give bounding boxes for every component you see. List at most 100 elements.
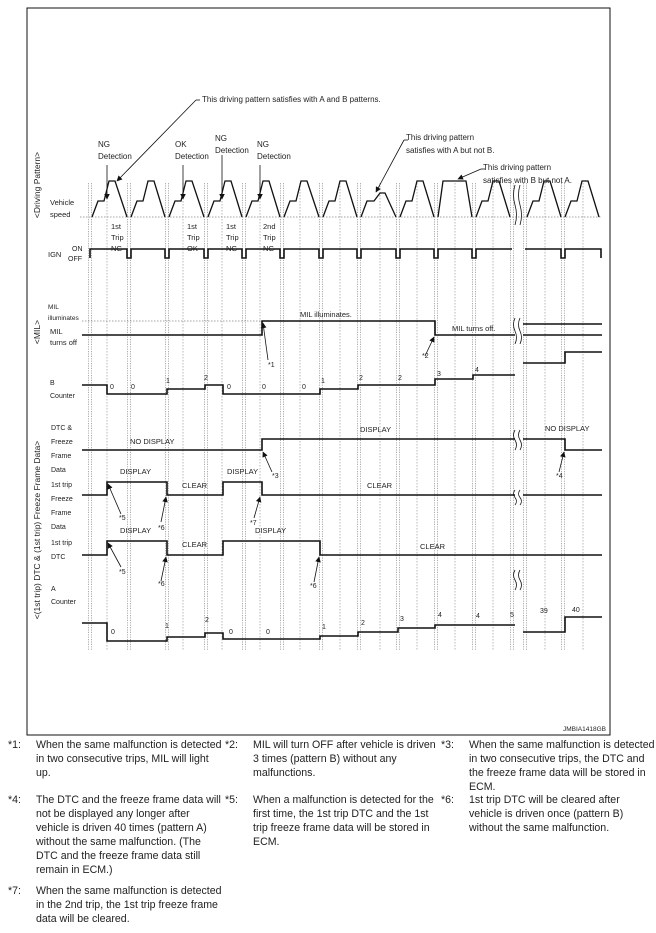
annotation-a-not-b: satisfies with A but not B. [406, 146, 495, 155]
footnote-text: When the same malfunction is detected in… [36, 739, 222, 779]
row-label: A [51, 586, 56, 593]
marker-arrow [107, 483, 122, 515]
marker-arrow [160, 496, 168, 523]
a-counter-value: 0 [266, 629, 270, 636]
footnote-marker: *6 [158, 525, 165, 532]
a-counter-value: 4 [438, 612, 442, 619]
signal-state-label: DISPLAY [120, 526, 151, 535]
figure-code: JMBIA1418GB [563, 726, 606, 733]
marker-arrow [313, 556, 321, 583]
b-counter-trace [82, 351, 602, 395]
row-label: Counter [50, 393, 76, 400]
row-label: 1st trip [51, 540, 72, 547]
signal-state-label: DISPLAY [120, 467, 151, 476]
footnote-marker: *5 [119, 515, 126, 522]
footnote-marker: *2 [422, 353, 429, 360]
row-label: speed [50, 210, 70, 219]
footnote-number: *4: [8, 794, 21, 806]
footnote-marker: *7 [250, 520, 257, 527]
trip-result-label: Trip [226, 233, 239, 242]
footnote-marker: *6 [158, 581, 165, 588]
marker-arrow [253, 496, 262, 519]
break-mark-icon [513, 184, 522, 226]
footnote-number: *1: [8, 739, 21, 751]
trip-result-label: 2nd [263, 222, 276, 231]
signal-state-label: CLEAR [420, 542, 446, 551]
footnote-marker: *4 [556, 473, 563, 480]
break-mark-icon [513, 429, 522, 451]
a-counter-value: 39 [540, 608, 548, 615]
section-mil: <MIL> [32, 320, 42, 344]
a-counter-value: 3 [400, 616, 404, 623]
marker-arrow [260, 322, 269, 361]
row-label: B [50, 380, 55, 387]
signal-state-label: NO DISPLAY [130, 437, 174, 446]
signal-state-label: CLEAR [367, 481, 393, 490]
dtc-ffd-trace [82, 438, 602, 451]
pattern-a-not-b-arrow [375, 139, 405, 193]
pattern-ab-arrow [116, 99, 197, 182]
footnote-marker: *5 [119, 569, 126, 576]
a-counter-value: 5 [510, 612, 514, 619]
row-label: 1st trip [51, 482, 72, 489]
row-label: DTC & [51, 425, 72, 432]
a-counter-value: 40 [572, 607, 580, 614]
a-counter-trace [82, 616, 602, 642]
b-counter-value: 3 [437, 371, 441, 378]
row-label: ON [72, 246, 83, 253]
marker-arrow [424, 336, 435, 357]
b-counter-value: 0 [262, 384, 266, 391]
row-label: Freeze [51, 496, 73, 503]
signal-state-label: DISPLAY [227, 467, 258, 476]
detection-label: Detection [98, 152, 132, 161]
row-label: Counter [51, 599, 77, 606]
row-label: Freeze [51, 439, 73, 446]
marker-arrow [107, 542, 122, 568]
trip-result-label: Trip [187, 233, 200, 242]
row-label: OFF [68, 256, 82, 263]
annotation-b-not-a: satisfies with B but not A. [483, 176, 572, 185]
row-label: Frame [51, 453, 71, 460]
a-counter-value: 2 [361, 620, 365, 627]
detection-label: NG [215, 134, 227, 143]
a-counter-value: 2 [205, 617, 209, 624]
annotation-ab-pattern: This driving pattern satisfies with A an… [202, 95, 381, 104]
b-counter-value: 0 [131, 384, 135, 391]
trip-result-label: 1st [111, 222, 122, 231]
signal-state-label: DISPLAY [255, 526, 286, 535]
mil-trace [82, 320, 602, 336]
first-trip-dtc-trace [82, 540, 602, 556]
trip-result-label: NG [226, 244, 237, 253]
detection-label: Detection [215, 146, 249, 155]
ign-trace [89, 248, 602, 259]
footnote-text: MIL will turn OFF after vehicle is drive… [253, 739, 436, 779]
row-label: DTC [51, 554, 65, 561]
detection-label: NG [257, 140, 269, 149]
trip-result-label: Trip [263, 233, 276, 242]
b-counter-value: 1 [321, 378, 325, 385]
row-label: turns off [50, 338, 78, 347]
diagram-frame [26, 7, 611, 736]
row-label: Vehicle [50, 198, 74, 207]
footnote-marker: *6 [310, 583, 317, 590]
section-dtc: <(1st trip) DTC & (1st trip) Freeze Fram… [32, 441, 42, 620]
annotation-b-not-a: This driving pattern [483, 163, 551, 172]
first-trip-ffd-trace [82, 481, 602, 496]
signal-state-label: MIL illuminates. [300, 310, 352, 319]
detection-label: NG [98, 140, 110, 149]
trip-result-label: 1st [226, 222, 237, 231]
trip-result-label: NG [111, 244, 122, 253]
signal-state-label: MIL turns off. [452, 324, 495, 333]
section-driving-pattern: <Driving Pattern> [32, 152, 42, 218]
trip-result-label: Trip [111, 233, 124, 242]
trip-result-label: OK [187, 244, 198, 253]
break-mark-icon [513, 569, 522, 591]
footnote-marker: *1 [268, 362, 275, 369]
detection-label: Detection [175, 152, 209, 161]
b-counter-value: 1 [166, 378, 170, 385]
footnote-text: When a malfunction is detected for the f… [253, 794, 434, 848]
signal-state-label: DISPLAY [360, 425, 391, 434]
b-counter-value: 0 [302, 384, 306, 391]
marker-arrow [558, 451, 566, 473]
a-counter-value: 1 [322, 624, 326, 631]
